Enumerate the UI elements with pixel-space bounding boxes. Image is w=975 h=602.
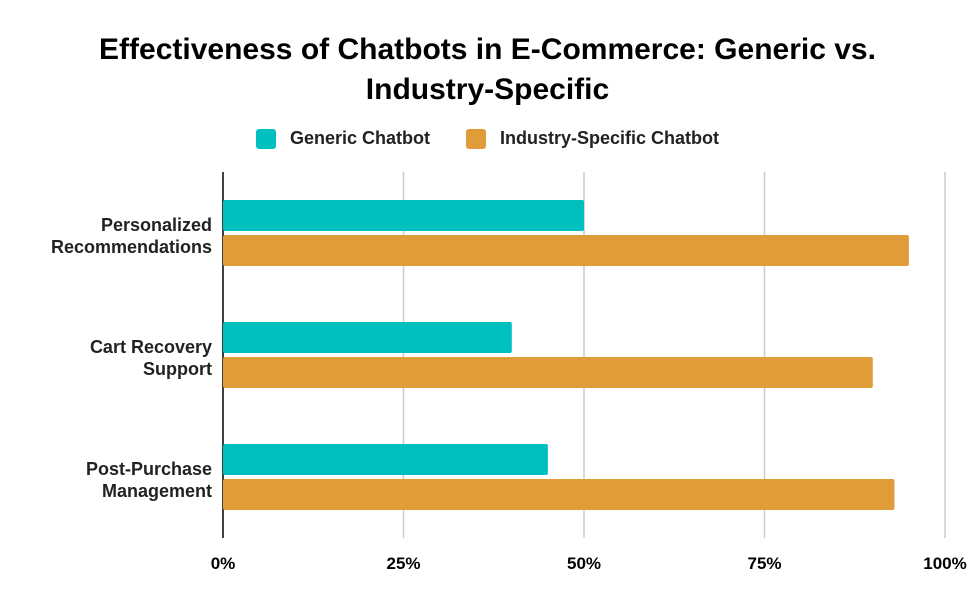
category-label-1: Cart Recovery Support (90, 337, 212, 379)
x-tick-label-75: 75% (747, 554, 781, 573)
x-tick-label-25: 25% (386, 554, 420, 573)
bar-generic-2 (223, 444, 548, 475)
legend-label-generic: Generic Chatbot (289, 128, 430, 148)
category-label-2: Post-Purchase Management (86, 459, 212, 501)
legend-label-industry-specific: Industry-Specific Chatbot (500, 128, 720, 148)
legend-entry-generic: Generic Chatbot (255, 128, 430, 149)
bar-generic-1 (223, 322, 512, 353)
x-tick-label-0: 0% (211, 554, 236, 573)
legend: Generic Chatbot Industry-Specific Chatbo… (0, 128, 975, 149)
bar-industry-specific-1 (223, 357, 873, 388)
chart-title-line-2: Industry-Specific (365, 73, 610, 106)
chart-title: Effectiveness of Chatbots in E-Commerce:… (0, 30, 975, 110)
x-tick-label-100: 100% (923, 554, 966, 573)
bar-industry-specific-2 (223, 479, 895, 510)
bar-industry-specific-0 (223, 235, 909, 266)
x-tick-label-50: 50% (567, 554, 601, 573)
category-label-0: Personalized Recommendations (51, 215, 212, 257)
bar-generic-0 (223, 200, 584, 231)
legend-entry-industry-specific: Industry-Specific Chatbot (466, 128, 719, 149)
legend-swatch-generic (255, 128, 276, 149)
legend-swatch-industry-specific (466, 128, 486, 149)
chart-title-line-1: Effectiveness of Chatbots in E-Commerce:… (99, 33, 876, 66)
